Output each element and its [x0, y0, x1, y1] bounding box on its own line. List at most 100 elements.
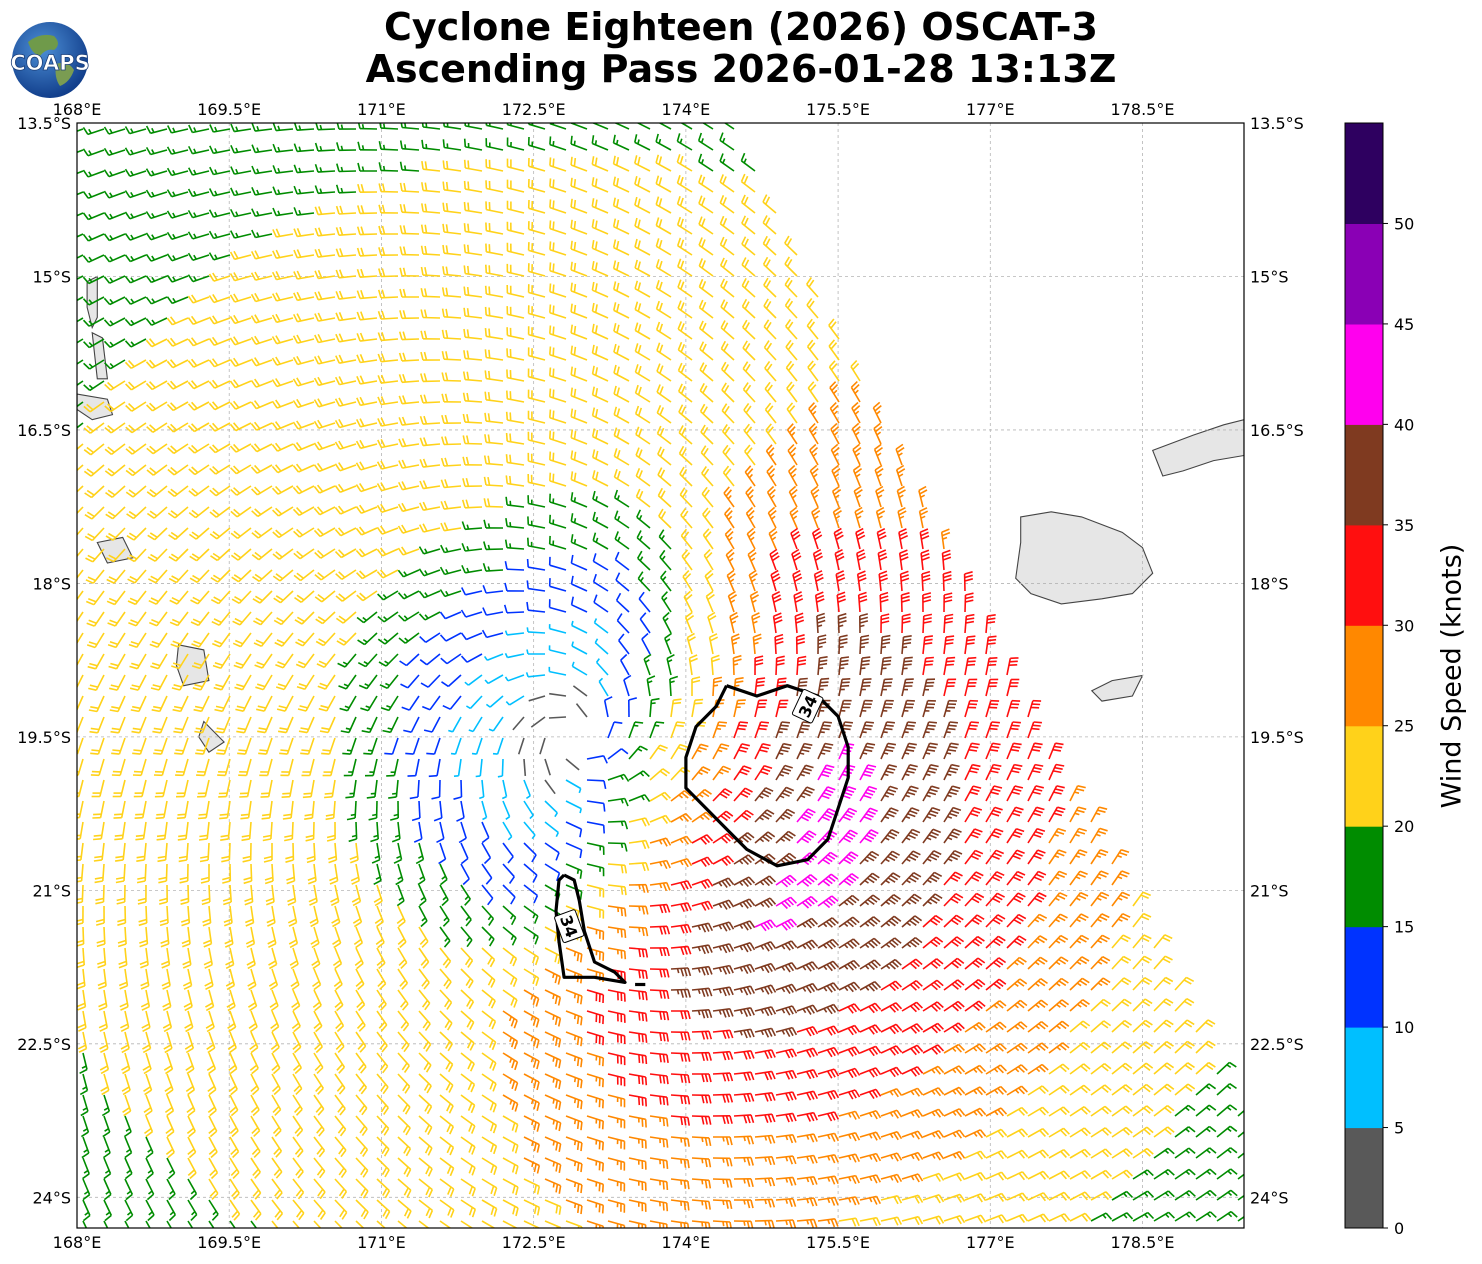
wind-barb [613, 323, 630, 340]
wind-barb [655, 133, 672, 151]
wind-barb [104, 359, 126, 370]
wind-barb [125, 380, 147, 391]
wind-barb [656, 404, 672, 424]
wind-barb [271, 399, 294, 409]
colorbar-tick-label: 5 [1394, 1119, 1404, 1138]
wind-barb [335, 311, 357, 322]
wind-barb [634, 384, 651, 403]
wind-barb [570, 261, 588, 277]
wind-barbs [77, 123, 1244, 1228]
wind-barb [229, 314, 252, 325]
wind-barb [612, 197, 630, 214]
wind-barb [103, 169, 126, 178]
wind-barb [229, 293, 252, 303]
wind-barb [208, 252, 231, 261]
wind-barb [549, 346, 567, 361]
coaps-logo: COAPS [10, 22, 90, 98]
wind-barb [187, 294, 210, 304]
wind-barb [549, 388, 567, 403]
wind-barb [677, 383, 693, 403]
wind-barb [549, 325, 567, 340]
wind-barb [145, 359, 168, 369]
wind-barb [721, 361, 735, 382]
wind-barb [103, 254, 126, 263]
lat-tick-label-left: 13.5°S [17, 114, 71, 133]
wind-barb [742, 382, 756, 403]
wind-barb [271, 378, 294, 388]
lon-tick-label: 174°E [662, 100, 711, 119]
wind-barb [677, 279, 693, 298]
wind-barb [399, 225, 420, 235]
wind-barb [377, 310, 399, 320]
wind-barb [613, 343, 630, 361]
chart-title-line1: Cyclone Eighteen (2026) OSCAT-3 [384, 5, 1098, 49]
wind-barb [506, 284, 525, 298]
wind-barb [527, 326, 546, 340]
wind-barb [335, 290, 357, 300]
wind-barb [591, 219, 609, 235]
wind-barb [399, 203, 420, 214]
wind-barb [699, 383, 714, 403]
wind-barb [314, 185, 336, 195]
wind-barb [740, 173, 756, 193]
wind-barb [677, 321, 693, 340]
chart-title-line2: Ascending Pass 2026-01-28 13:13Z [365, 47, 1117, 91]
wind-barb [506, 137, 525, 151]
wind-barb [292, 334, 315, 344]
wind-barb [187, 167, 210, 176]
wind-barb [762, 256, 777, 277]
wind-barb [82, 254, 105, 263]
wind-barb [356, 290, 378, 300]
wind-barb [230, 123, 252, 133]
wind-barb [82, 212, 105, 221]
wind-barb [166, 253, 189, 262]
wind-barb [292, 313, 315, 323]
wind-barb [570, 156, 588, 172]
lat-tick-label-right: 22.5°S [1250, 1035, 1304, 1054]
wind-barb [441, 393, 462, 403]
wind-barb [420, 245, 441, 256]
colorbar-tick-label: 15 [1394, 918, 1414, 937]
wind-barb [229, 250, 252, 261]
wind-barb [463, 244, 483, 256]
wind-barb [377, 396, 399, 406]
wind-barb [463, 138, 483, 151]
wind-barb [399, 288, 419, 298]
wind-barb [612, 155, 630, 172]
wind-barb [250, 357, 273, 367]
wind-barb [549, 136, 567, 151]
wind-barb [591, 386, 609, 403]
lat-tick-label-left: 22.5°S [17, 1035, 71, 1054]
wind-barb [634, 405, 651, 424]
wind-barb [742, 319, 756, 340]
wind-barb [527, 157, 546, 172]
colorbar-tick-label: 35 [1394, 516, 1414, 535]
wind-barb [379, 123, 399, 130]
wind-barb [230, 144, 252, 154]
wind-barb [124, 168, 147, 177]
colorbar-bin [1345, 725, 1383, 827]
wind-barb [676, 133, 693, 151]
wind-barb [398, 395, 420, 405]
wind-barb [548, 716, 567, 719]
wind-barb [527, 178, 546, 193]
wind-barb [250, 421, 273, 431]
wind-barb [335, 226, 357, 236]
wind-barb [441, 351, 462, 361]
land-kadavu [1090, 674, 1144, 702]
wind-barb [145, 125, 168, 135]
wind-barb [229, 230, 252, 239]
wind-barb [356, 396, 378, 407]
wind-barb [124, 232, 147, 241]
wind-barb [485, 123, 504, 130]
wind-barb [77, 149, 84, 154]
wind-barb [485, 180, 504, 193]
wind-barb [145, 211, 168, 220]
wind-barb [612, 260, 630, 277]
wind-barb [314, 291, 336, 301]
lon-tick-label: 175.5°E [806, 100, 870, 119]
wind-barb [655, 196, 672, 214]
wind-barb [293, 249, 315, 259]
wind-barb [145, 380, 168, 391]
